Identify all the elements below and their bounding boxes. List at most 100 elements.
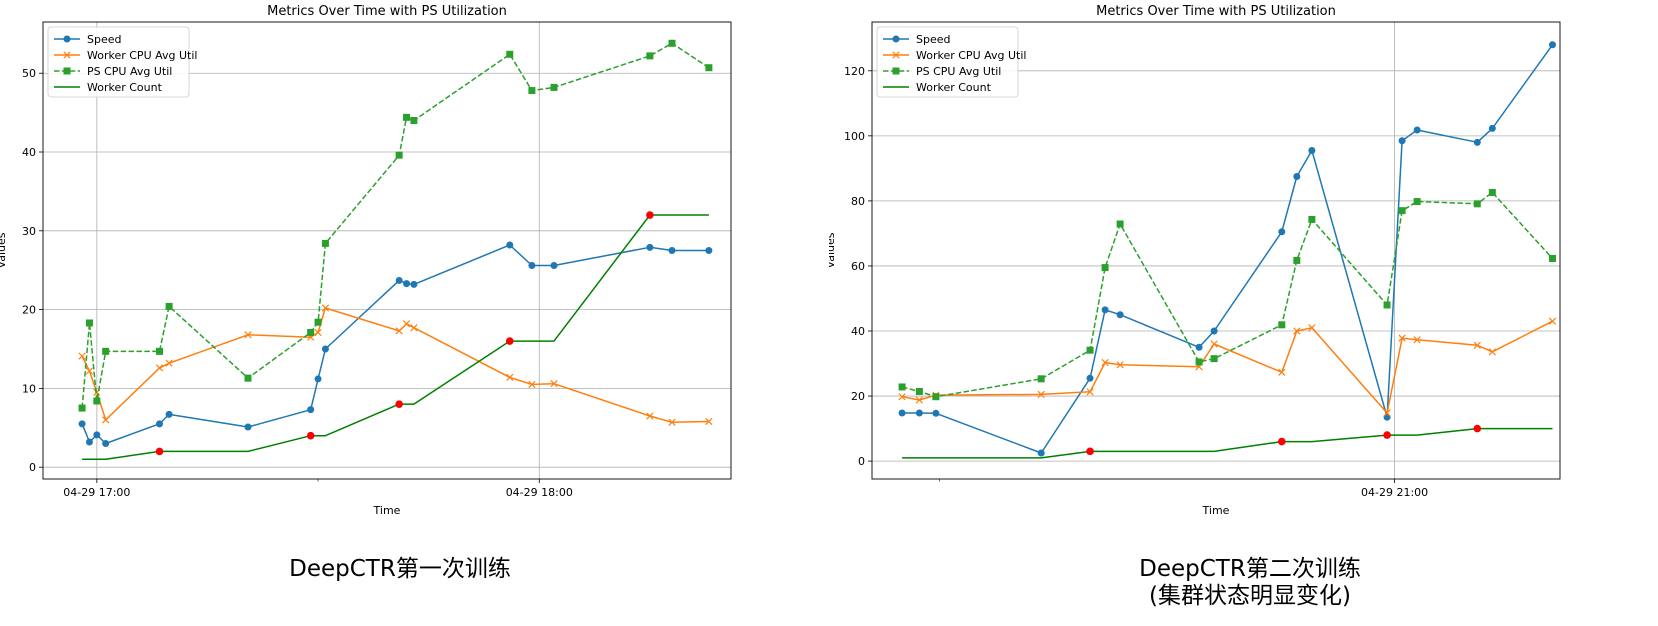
data-point	[410, 324, 418, 332]
data-point	[1210, 355, 1218, 363]
change-point	[155, 447, 164, 456]
data-point	[915, 388, 923, 396]
data-point	[705, 417, 713, 426]
legend: Speed Worker CPU Avg Util PS CPU Avg Util W…	[876, 26, 1026, 98]
data-point	[1210, 327, 1218, 335]
change-point	[505, 337, 514, 345]
data-point	[1398, 137, 1406, 145]
data-point	[1195, 358, 1203, 366]
right-chart-panel: 0 20 40 60 80 100 120 04-29 21:00 Metrics Over T…	[829, 0, 1658, 626]
series-line	[81, 42, 710, 409]
legend-item: PS CPU Avg Util	[54, 65, 172, 78]
data-point	[403, 113, 411, 121]
series-1	[78, 304, 713, 426]
legend-item: PS CPU Avg Util	[883, 65, 1001, 78]
data-point	[321, 239, 329, 247]
series-line	[902, 44, 1554, 454]
data-point	[155, 364, 164, 372]
data-point	[646, 243, 654, 251]
data-point	[550, 83, 558, 91]
legend-item: Speed	[54, 33, 121, 46]
right-caption-line2: (集群状态明显变化)	[1149, 583, 1351, 609]
data-point	[1383, 301, 1391, 309]
data-point	[78, 352, 86, 360]
legend-label: Speed	[916, 33, 950, 46]
data-point	[85, 319, 93, 327]
data-point	[1473, 200, 1481, 208]
data-point	[1037, 375, 1045, 383]
data-point	[307, 328, 315, 336]
data-point	[244, 423, 252, 431]
axes-frame	[42, 21, 732, 480]
x-axis-label: Time	[373, 504, 401, 517]
series-0	[78, 241, 713, 448]
data-point	[1293, 327, 1301, 335]
y-tick-label: 50	[22, 67, 36, 80]
data-point	[1293, 173, 1301, 181]
data-point	[915, 396, 923, 404]
data-point	[898, 409, 906, 417]
data-point	[165, 410, 173, 418]
left-caption: DeepCTR第一次训练	[289, 556, 511, 582]
data-point	[550, 261, 558, 269]
data-point	[528, 261, 536, 269]
y-tick-label: 60	[851, 260, 865, 273]
legend-item: Worker Count	[54, 81, 163, 94]
chart-title: Metrics Over Time with PS Utilization	[267, 4, 507, 19]
series-1	[898, 317, 1557, 417]
data-point	[321, 304, 330, 312]
data-point	[102, 347, 110, 355]
data-point	[1488, 124, 1496, 132]
data-point	[165, 359, 173, 367]
data-point	[93, 397, 101, 405]
data-point	[395, 276, 403, 284]
data-point	[1101, 358, 1109, 367]
series-line	[81, 244, 709, 445]
data-point	[78, 420, 86, 428]
data-point	[1413, 336, 1421, 344]
data-point	[668, 247, 676, 254]
data-point	[314, 375, 322, 383]
data-point	[314, 328, 322, 337]
data-point	[410, 280, 418, 288]
data-point	[78, 404, 86, 412]
data-point	[1413, 198, 1421, 206]
series-2	[78, 39, 713, 412]
data-point	[1210, 340, 1218, 348]
data-point	[1548, 317, 1557, 325]
data-point	[1488, 348, 1496, 356]
data-point	[506, 241, 514, 249]
series-line	[901, 320, 1553, 414]
data-point	[668, 418, 676, 426]
x-tick-label: 04-29 17:00	[63, 486, 130, 499]
data-point	[1101, 264, 1109, 272]
data-point	[156, 347, 164, 355]
legend-label: Worker Count	[916, 81, 992, 94]
data-point	[528, 380, 536, 389]
series-line	[902, 427, 1553, 459]
data-point	[1116, 361, 1124, 369]
legend-label: Worker CPU Avg Util	[87, 49, 197, 62]
data-point	[395, 151, 403, 159]
legend-marker	[892, 67, 900, 75]
data-point	[898, 393, 906, 401]
worker-count-change-points	[1086, 424, 1482, 456]
legend-item: Worker Count	[883, 81, 992, 94]
legend-marker	[892, 35, 900, 43]
right-caption-line1: DeepCTR第二次训练	[1139, 556, 1361, 582]
data-point	[1278, 368, 1286, 376]
x-tick-label: 04-29 18:00	[506, 486, 573, 499]
data-point	[1086, 374, 1094, 382]
y-tick-label: 40	[851, 325, 865, 338]
data-point	[402, 320, 411, 328]
legend-label: Speed	[87, 33, 121, 46]
legend-label: Worker Count	[87, 81, 163, 94]
data-point	[244, 331, 252, 339]
data-point	[646, 52, 654, 60]
change-point	[1473, 424, 1482, 433]
change-point	[395, 400, 403, 408]
data-point	[321, 345, 329, 353]
y-tick-label: 100	[844, 130, 865, 143]
right-caption: DeepCTR第二次训练 (集群状态明显变化)	[1080, 556, 1420, 610]
data-point	[165, 302, 173, 310]
